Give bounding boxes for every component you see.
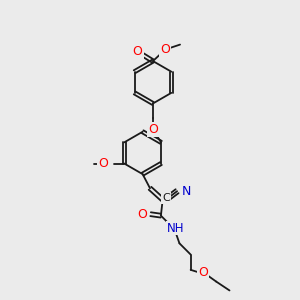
Text: O: O [133,45,142,58]
Text: C: C [162,193,170,203]
Text: NH: NH [167,221,184,235]
Text: O: O [137,208,147,221]
Text: N: N [182,185,191,198]
Text: O: O [98,157,108,170]
Text: O: O [160,44,170,56]
Text: O: O [198,266,208,279]
Text: O: O [148,123,158,136]
